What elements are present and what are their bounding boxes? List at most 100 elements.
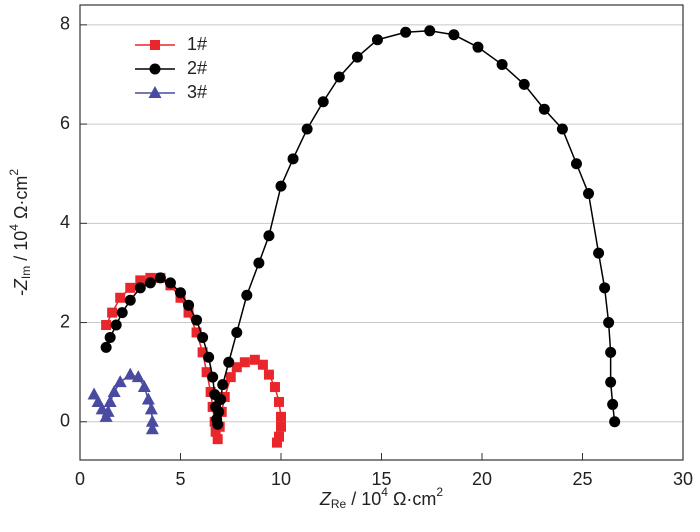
marker bbox=[135, 275, 146, 286]
marker bbox=[101, 320, 112, 331]
legend-marker bbox=[149, 63, 161, 75]
marker bbox=[154, 272, 166, 284]
marker bbox=[317, 96, 329, 108]
marker bbox=[197, 347, 208, 358]
marker bbox=[141, 392, 155, 405]
marker bbox=[207, 371, 219, 383]
marker bbox=[273, 396, 284, 407]
marker bbox=[225, 372, 236, 383]
x-tick-label: 20 bbox=[472, 469, 492, 489]
marker bbox=[213, 406, 225, 418]
marker bbox=[556, 123, 568, 135]
marker bbox=[104, 331, 116, 343]
marker bbox=[191, 327, 202, 338]
marker bbox=[570, 158, 582, 170]
marker bbox=[599, 282, 611, 294]
marker bbox=[351, 51, 363, 63]
marker bbox=[115, 292, 126, 303]
x-label-part: Z bbox=[319, 489, 332, 509]
marker bbox=[124, 294, 136, 306]
marker bbox=[164, 277, 176, 289]
marker bbox=[223, 356, 235, 368]
legend-label: 2# bbox=[187, 58, 207, 78]
marker bbox=[215, 393, 227, 405]
marker bbox=[197, 331, 209, 343]
y-label-part: -Z bbox=[11, 278, 31, 296]
marker bbox=[175, 287, 186, 299]
x-label-part: 2 bbox=[436, 485, 443, 499]
marker bbox=[137, 380, 151, 393]
marker bbox=[183, 299, 195, 311]
marker bbox=[257, 359, 268, 370]
marker bbox=[371, 34, 383, 46]
y-label-part: Im bbox=[19, 266, 33, 279]
marker bbox=[241, 289, 253, 301]
marker bbox=[276, 421, 286, 432]
marker bbox=[123, 367, 137, 380]
marker bbox=[116, 307, 128, 319]
x-label-part: Re bbox=[331, 497, 347, 511]
y-label-part: / 10 bbox=[11, 231, 31, 266]
legend-label: 1# bbox=[187, 34, 207, 54]
marker bbox=[518, 78, 530, 90]
x-label: ZRe / 104 Ω·cm2 bbox=[319, 485, 444, 511]
marker bbox=[100, 341, 112, 353]
marker bbox=[191, 314, 203, 326]
x-label-part: / 10 bbox=[346, 489, 381, 509]
legend-marker bbox=[150, 40, 160, 50]
marker bbox=[144, 277, 156, 289]
marker bbox=[231, 326, 243, 338]
marker bbox=[212, 418, 224, 430]
marker bbox=[107, 307, 118, 318]
x-label-part: 4 bbox=[381, 485, 388, 499]
marker bbox=[472, 41, 484, 53]
y-label-part: Ω·cm bbox=[11, 176, 31, 224]
marker bbox=[253, 257, 265, 269]
y-label: -ZIm / 104 Ω·cm2 bbox=[7, 169, 33, 297]
y-tick-label: 8 bbox=[60, 14, 70, 34]
marker bbox=[134, 282, 146, 294]
marker bbox=[603, 317, 615, 329]
y-tick-label: 6 bbox=[60, 113, 70, 133]
marker bbox=[103, 394, 117, 407]
marker bbox=[424, 25, 436, 37]
x-label-part: Ω·cm bbox=[388, 489, 436, 509]
legend-label: 3# bbox=[187, 82, 207, 102]
x-tick-label: 10 bbox=[271, 469, 291, 489]
marker bbox=[275, 180, 287, 192]
marker bbox=[609, 416, 621, 428]
marker bbox=[101, 404, 115, 417]
marker bbox=[287, 153, 299, 165]
y-tick-label: 4 bbox=[60, 212, 70, 232]
marker bbox=[113, 375, 127, 388]
marker bbox=[145, 422, 159, 435]
marker bbox=[212, 434, 223, 445]
x-tick-label: 5 bbox=[175, 469, 185, 489]
x-tick-label: 15 bbox=[371, 469, 391, 489]
marker bbox=[107, 385, 121, 398]
marker bbox=[231, 362, 242, 373]
marker bbox=[400, 26, 412, 38]
series-line bbox=[105, 30, 616, 425]
marker bbox=[301, 123, 313, 135]
x-tick-label: 25 bbox=[572, 469, 592, 489]
marker bbox=[269, 382, 280, 393]
marker bbox=[496, 59, 508, 71]
marker bbox=[448, 29, 460, 41]
marker bbox=[145, 414, 159, 427]
marker bbox=[593, 247, 605, 259]
marker bbox=[201, 367, 212, 378]
marker bbox=[203, 351, 215, 363]
marker bbox=[131, 370, 145, 383]
marker bbox=[144, 402, 158, 415]
y-label-part: 2 bbox=[7, 169, 21, 176]
y-label-part: 4 bbox=[7, 224, 21, 231]
marker bbox=[583, 188, 595, 200]
marker bbox=[271, 437, 282, 448]
marker bbox=[263, 369, 274, 380]
x-tick-label: 0 bbox=[75, 469, 85, 489]
marker bbox=[217, 379, 229, 391]
x-tick-label: 30 bbox=[673, 469, 693, 489]
y-tick-label: 2 bbox=[60, 311, 70, 331]
